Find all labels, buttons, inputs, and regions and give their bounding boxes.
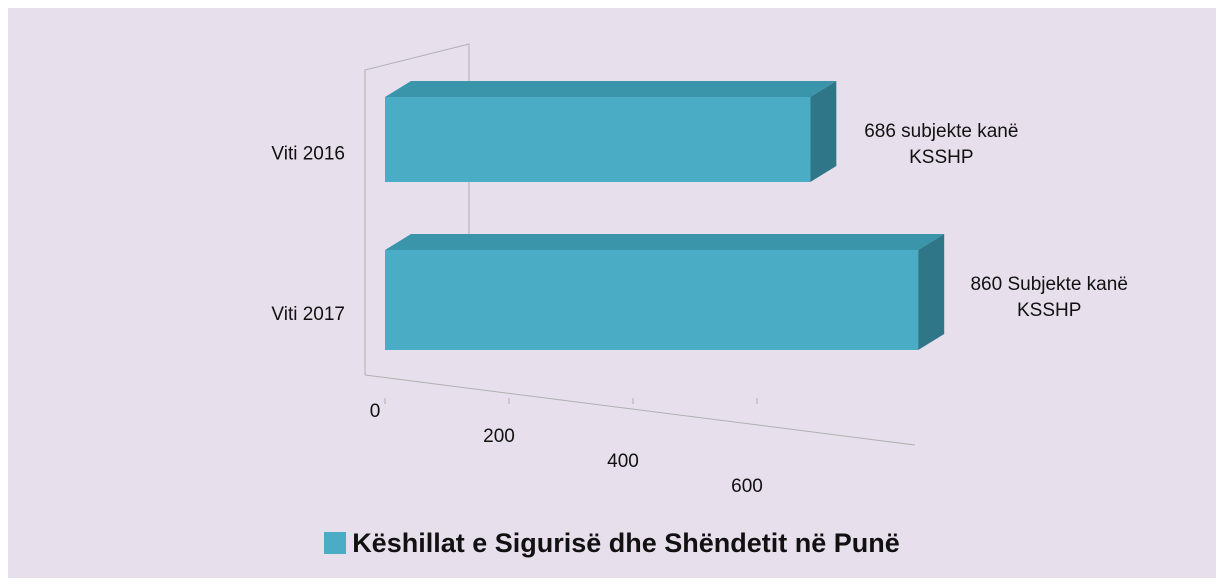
bar-front (385, 250, 919, 350)
x-tick-label: 600 (731, 476, 763, 497)
data-label: 860 Subjekte kanë KSSHP (970, 274, 1128, 321)
bar (385, 81, 837, 182)
bar-top (385, 81, 837, 97)
legend-swatch (324, 532, 347, 554)
x-tick-label: 0 (370, 401, 381, 422)
x-tick-label: 200 (483, 426, 515, 447)
axis-wall (364, 43, 470, 375)
data-label: 686 subjekte kanë KSSHP (864, 121, 1019, 168)
x-tick-label: 400 (607, 451, 639, 472)
bar-top (385, 234, 945, 250)
bar-side (810, 81, 837, 182)
category-label: Viti 2017 (271, 304, 345, 325)
bar (385, 234, 945, 350)
x-axis (364, 374, 916, 446)
legend-label: Këshillat e Sigurisë dhe Shëndetit në Pu… (352, 528, 900, 558)
bar-front (385, 97, 811, 182)
legend: Këshillat e Sigurisë dhe Shëndetit në Pu… (0, 528, 1224, 559)
bar-side (918, 234, 945, 350)
category-label: Viti 2016 (271, 144, 345, 165)
